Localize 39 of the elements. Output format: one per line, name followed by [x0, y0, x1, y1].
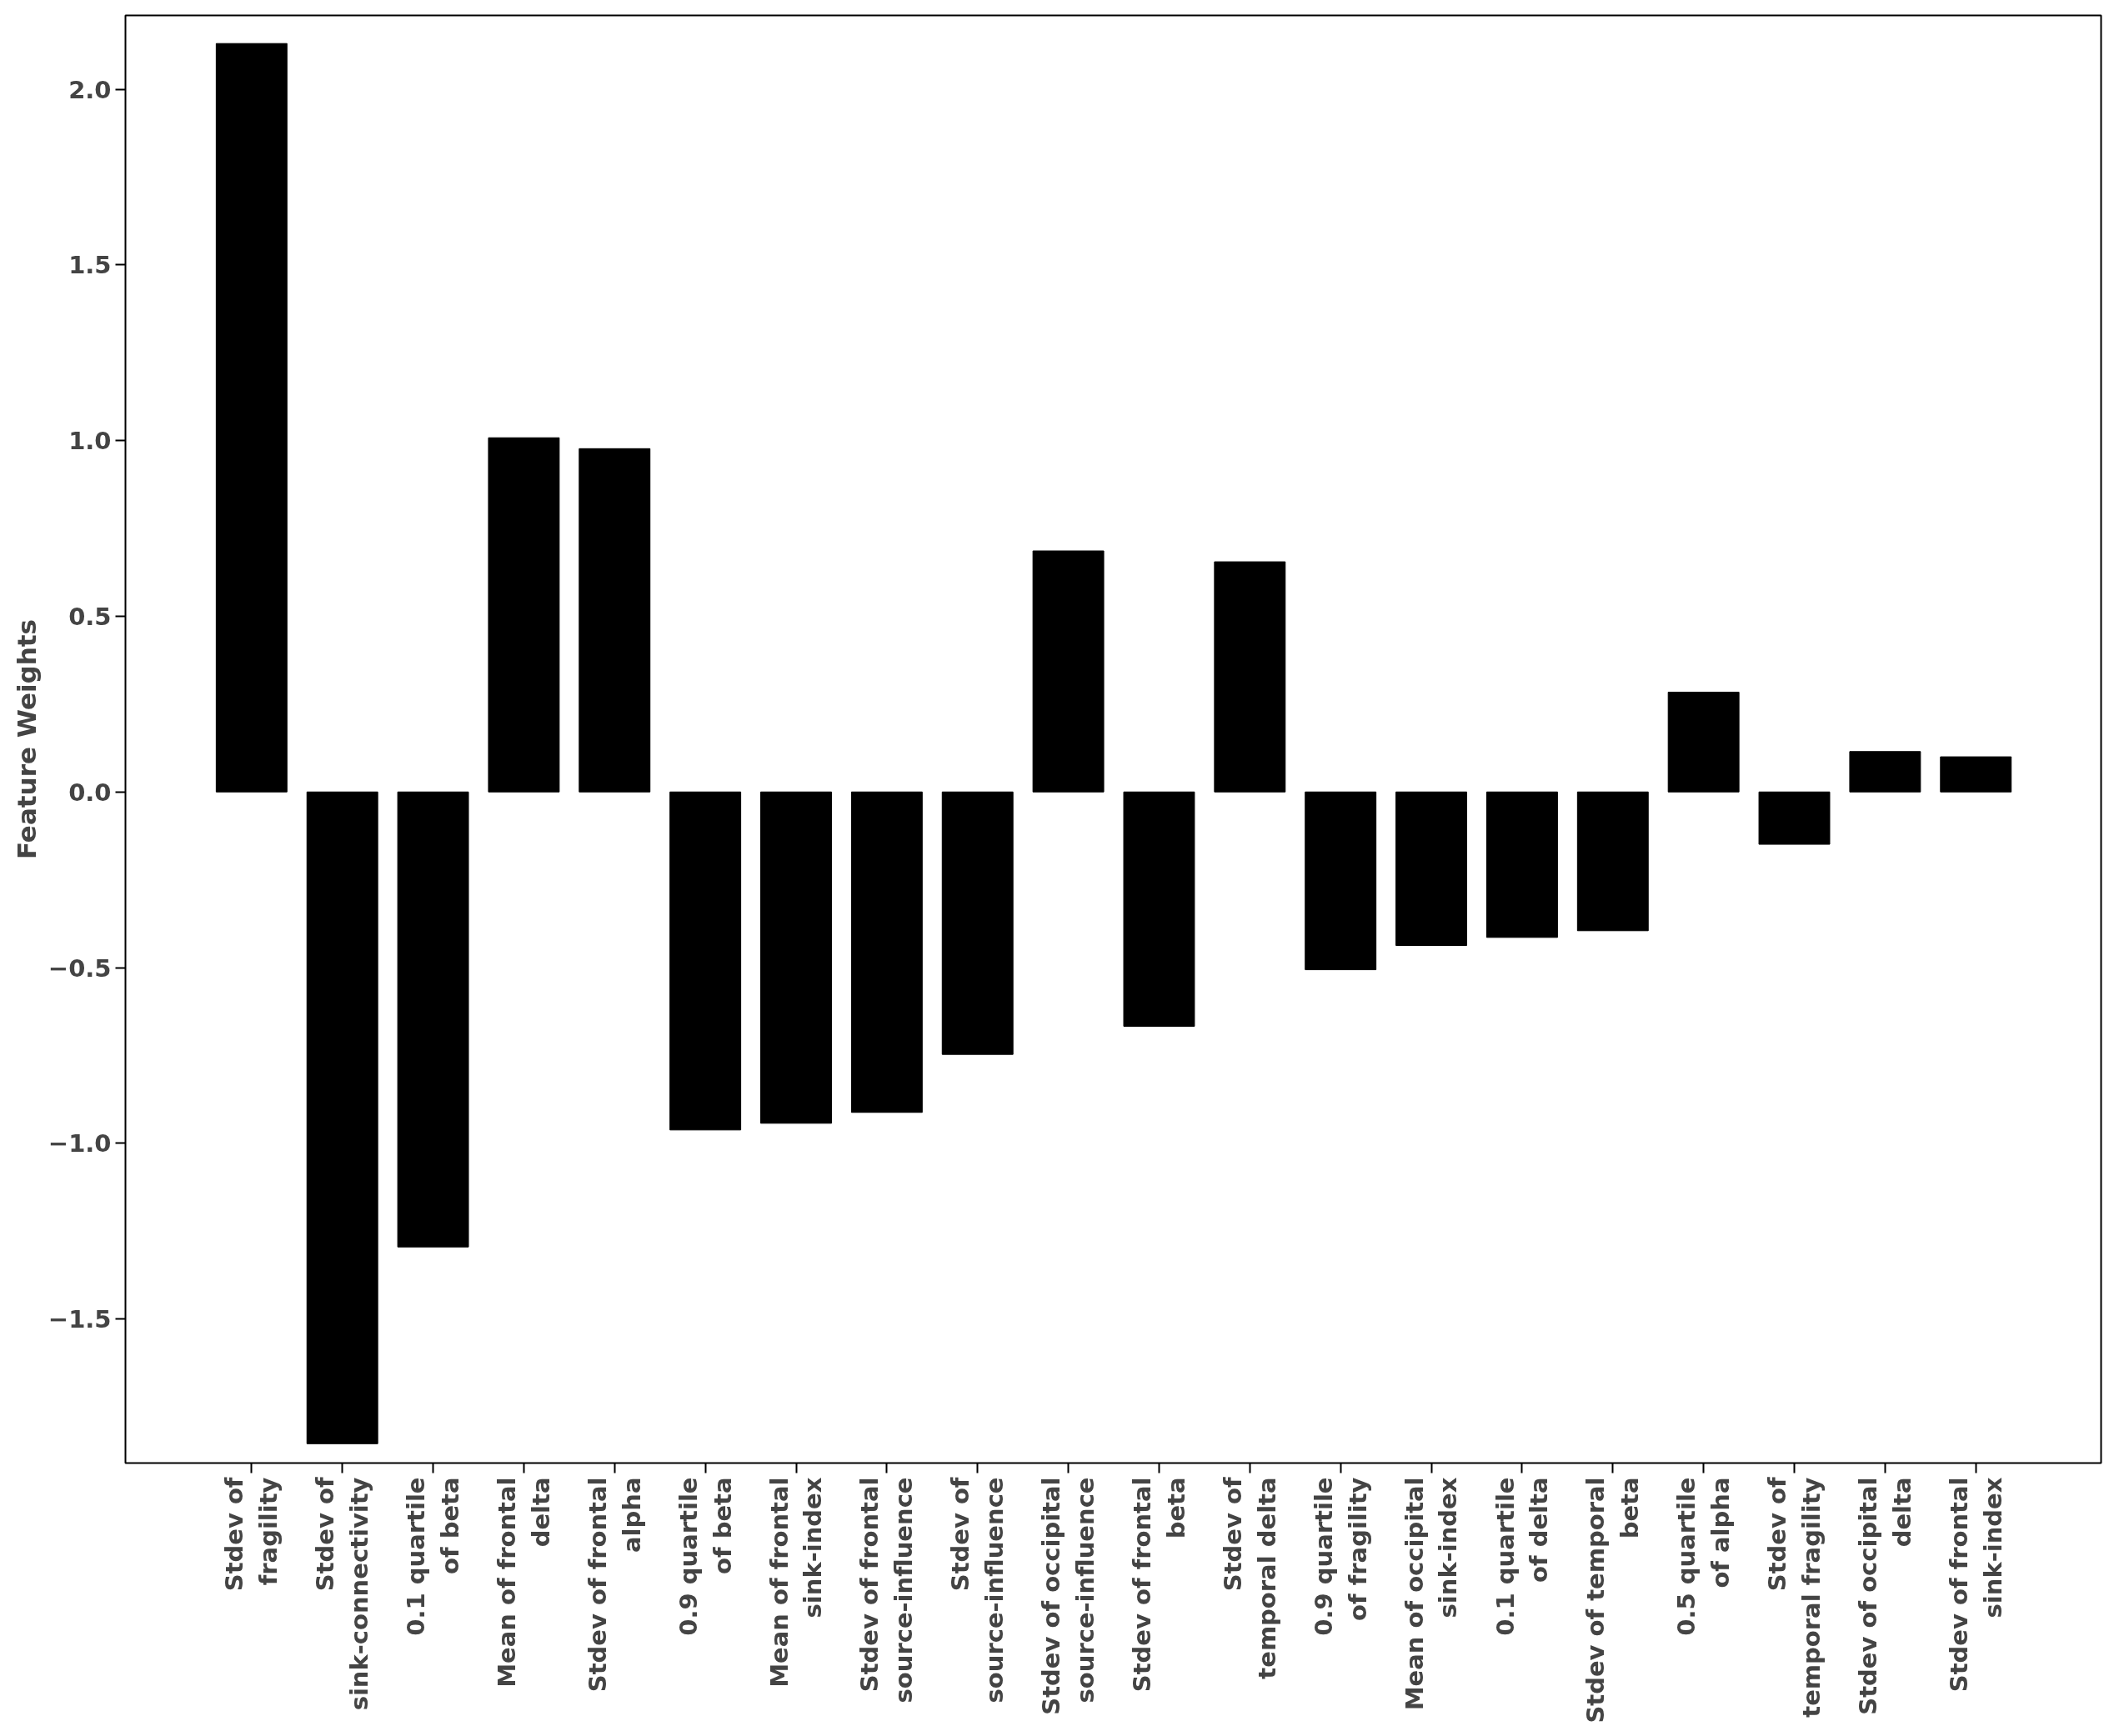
bar	[488, 437, 560, 793]
y-tick-label: 1.5	[68, 251, 112, 280]
bar	[397, 791, 469, 1248]
x-tick-label: 0.5 quartile of alpha	[1672, 1477, 1736, 1636]
bar	[850, 791, 923, 1113]
bar	[1758, 791, 1831, 845]
x-tick-label: Stdev of frontal beta	[1128, 1477, 1190, 1693]
bar	[1849, 751, 1921, 793]
x-tick-label: Mean of frontal delta	[493, 1477, 555, 1688]
y-tick-label: −1.5	[48, 1305, 112, 1334]
x-tick-label: Stdev of frontal source-influence	[855, 1477, 919, 1703]
y-tick-label: 1.0	[68, 427, 112, 456]
bar	[215, 43, 288, 793]
bar	[669, 791, 742, 1131]
y-tick-label: −1.0	[48, 1129, 112, 1158]
x-tick-label: Stdev of frontal sink-index	[1944, 1477, 2007, 1693]
x-tick-label: Stdev of frontal alpha	[583, 1477, 646, 1693]
x-tick-label: 0.9 quartile of fragility	[1309, 1477, 1372, 1636]
bar	[1395, 791, 1468, 946]
bar	[1940, 756, 2012, 793]
y-tick-label: 2.0	[68, 75, 112, 104]
y-axis-title: Feature Weights	[11, 618, 42, 860]
bar	[1485, 791, 1558, 938]
x-tick-label: Mean of occipital sink-index	[1400, 1477, 1463, 1711]
bar	[760, 791, 832, 1124]
x-tick-label: Stdev of fragility	[220, 1477, 283, 1592]
y-tick-label: 0.0	[68, 778, 112, 807]
bar	[941, 791, 1014, 1055]
bar	[306, 791, 378, 1444]
bar	[1123, 791, 1195, 1027]
bar	[579, 448, 651, 793]
bar	[1305, 791, 1377, 971]
y-tick-label: 0.5	[68, 602, 112, 631]
bar	[1667, 692, 1740, 793]
bar	[1032, 550, 1105, 793]
x-tick-label: 0.1 quartile of beta	[402, 1477, 464, 1636]
y-tick-label: −0.5	[48, 953, 112, 983]
bar	[1576, 791, 1649, 932]
bar	[1214, 561, 1286, 793]
